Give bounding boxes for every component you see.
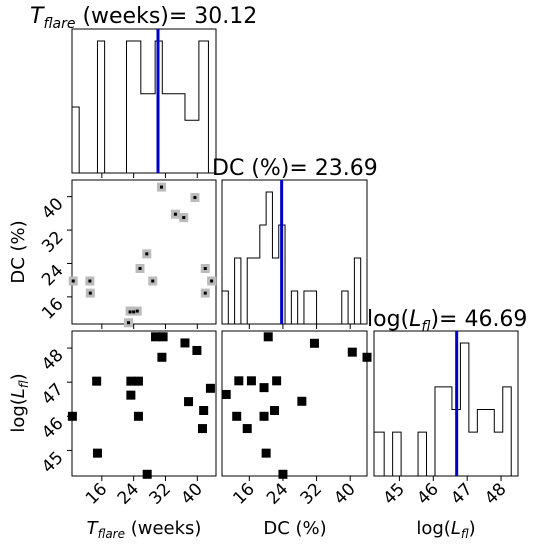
- point-tflare-dc-2: [173, 212, 177, 216]
- point-tflare-dc-3: [182, 216, 186, 220]
- point-tflare-dc-15: [128, 310, 132, 314]
- hist-dc: [221, 191, 362, 325]
- point-dc-logl-1: [309, 338, 319, 348]
- xlabel-tflare: Tflare (weeks): [87, 518, 202, 541]
- point-dc-logl-15: [278, 469, 288, 479]
- point-dc-logl-0: [263, 332, 273, 342]
- point-dc-logl-4: [234, 376, 244, 386]
- xtick-label-L-47: 47: [447, 479, 476, 508]
- xlabel-dc: DC (%): [263, 518, 326, 539]
- xtick-label-DC-40: 40: [330, 479, 359, 508]
- point-tflare-dc-8: [71, 279, 75, 283]
- point-tflare-dc-14: [132, 310, 136, 314]
- ytick-label-DC-24: 24: [38, 261, 67, 290]
- point-dc-logl-14: [261, 448, 271, 458]
- xlabel-logl: log(Lfl): [416, 518, 475, 541]
- xtick-label-T-16: 16: [82, 479, 111, 508]
- point-tflare-dc-10: [210, 279, 214, 283]
- point-tflare-dc-4: [145, 252, 149, 256]
- point-tflare-dc-12: [203, 291, 207, 295]
- point-tflare-logl-9: [126, 390, 136, 400]
- point-tflare-dc-5: [138, 266, 142, 270]
- xtick-label-L-46: 46: [413, 479, 442, 508]
- ytick-label-L-48: 48: [38, 345, 67, 374]
- hist-tflare: [71, 40, 216, 174]
- point-dc-logl-7: [259, 383, 269, 393]
- point-tflare-logl-6: [126, 376, 136, 386]
- title-tflare: Tflare (weeks)= 30.12: [30, 4, 257, 32]
- point-tflare-logl-12: [67, 411, 77, 421]
- point-dc-logl-3: [362, 352, 372, 362]
- point-dc-logl-13: [242, 424, 252, 434]
- title-logl: log(Lfl)= 46.69: [367, 307, 527, 335]
- xtick-label-DC-16: 16: [229, 479, 258, 508]
- point-tflare-logl-3: [192, 345, 202, 355]
- panel-hist-dc: [221, 179, 368, 325]
- point-tflare-dc-0: [160, 185, 164, 189]
- point-tflare-dc-9: [88, 279, 92, 283]
- point-tflare-logl-15: [92, 448, 102, 458]
- xtick-label-DC-32: 32: [297, 479, 326, 508]
- point-dc-logl-8: [221, 389, 231, 399]
- point-dc-logl-2: [347, 347, 357, 357]
- point-tflare-logl-4: [157, 352, 167, 362]
- point-dc-logl-5: [246, 376, 256, 386]
- point-tflare-dc-1: [193, 196, 197, 200]
- xtick-label-T-32: 32: [146, 479, 175, 508]
- hist-logl: [373, 342, 512, 477]
- point-tflare-logl-7: [133, 376, 143, 386]
- ytick-label-L-45: 45: [38, 448, 67, 477]
- point-tflare-logl-14: [197, 424, 207, 434]
- point-tflare-logl-8: [205, 383, 215, 393]
- ytick-label-L-46: 46: [38, 414, 67, 443]
- point-tflare-logl-2: [180, 338, 190, 348]
- point-tflare-logl-10: [184, 397, 194, 407]
- point-tflare-logl-1: [158, 332, 168, 342]
- point-dc-logl-11: [232, 411, 242, 421]
- ytick-label-DC-16: 16: [38, 294, 67, 323]
- panel-tflare-vs-dc: [71, 179, 217, 325]
- ylabel-logl: log(Lfl): [8, 373, 31, 432]
- title-dc: DC (%)= 23.69: [212, 156, 378, 181]
- point-tflare-dc-16: [126, 321, 130, 325]
- point-tflare-dc-7: [151, 279, 155, 283]
- point-tflare-logl-5: [92, 376, 102, 386]
- point-dc-logl-10: [270, 405, 280, 415]
- point-dc-logl-9: [297, 396, 307, 406]
- point-tflare-dc-11: [88, 291, 92, 295]
- panel-hist-tflare: [71, 28, 217, 174]
- point-tflare-logl-13: [133, 411, 143, 421]
- xtick-label-L-48: 48: [481, 479, 510, 508]
- xtick-label-T-40: 40: [177, 479, 206, 508]
- point-dc-logl-6: [272, 376, 282, 386]
- point-tflare-logl-11: [199, 405, 209, 415]
- ytick-label-DC-40: 40: [38, 194, 67, 223]
- xtick-label-DC-24: 24: [263, 479, 292, 508]
- ylabel-dc: DC (%): [8, 220, 29, 283]
- point-tflare-logl-16: [142, 469, 152, 479]
- panel-hist-logl: [373, 330, 519, 477]
- ytick-label-DC-32: 32: [38, 227, 67, 256]
- ytick-label-L-47: 47: [38, 380, 67, 409]
- point-tflare-dc-13: [135, 309, 139, 313]
- point-tflare-logl-0: [151, 332, 161, 342]
- xtick-label-L-45: 45: [380, 479, 409, 508]
- point-dc-logl-12: [259, 411, 269, 421]
- panel-dc-vs-logl: [221, 330, 368, 477]
- xtick-label-T-24: 24: [114, 479, 143, 508]
- point-tflare-dc-6: [203, 266, 207, 270]
